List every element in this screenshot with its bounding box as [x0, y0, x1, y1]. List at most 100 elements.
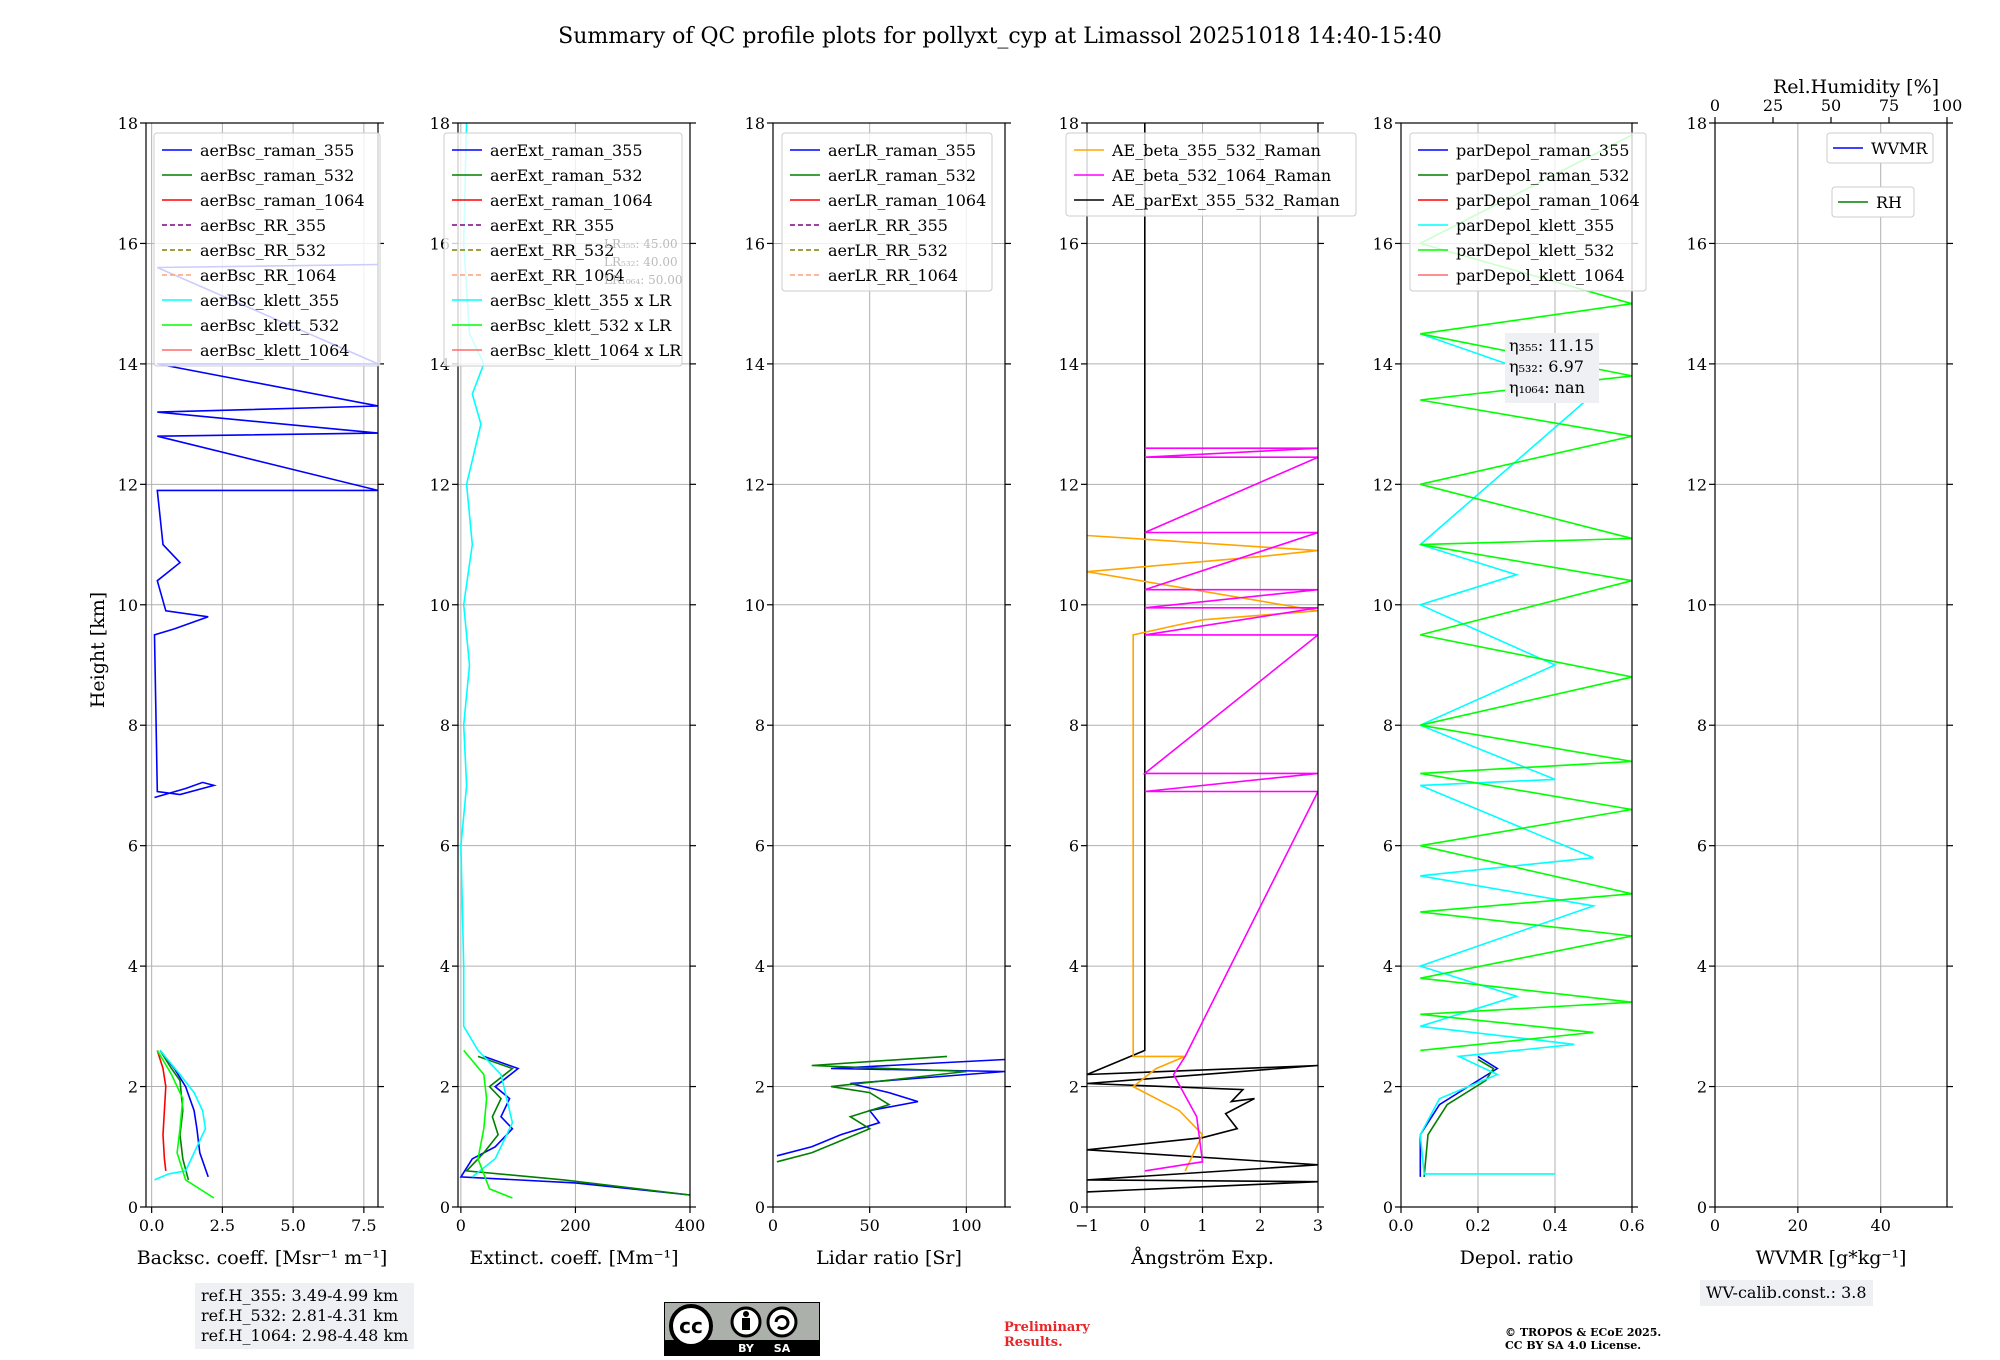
legend-wv: WVMR RH — [1826, 132, 1934, 218]
x-axis-label-bsc: Backsc. coeff. [Msr⁻¹ m⁻¹] — [137, 1247, 388, 1269]
ytick-label-bsc-4: 8 — [128, 716, 138, 735]
ytick-label-bsc-2: 4 — [128, 957, 138, 976]
series-line-ext-2 — [460, 123, 514, 1178]
xtick-label-bsc-2: 5.0 — [280, 1216, 305, 1235]
xtick-label-depol-2: 0.4 — [1542, 1216, 1567, 1235]
ytick-label-lr-3: 6 — [755, 837, 765, 856]
ytick-label-ae-4: 8 — [1069, 716, 1079, 735]
note-depol-2: η₁₀₆₄: nan — [1509, 378, 1585, 397]
legend-label-depol-1: parDepol_raman_532 — [1456, 166, 1629, 185]
legend-box-lr — [781, 132, 993, 292]
note-ext-0: LR₃₅₅: 45.00 — [604, 237, 678, 251]
ytick-label-depol-7: 14 — [1373, 355, 1393, 374]
ytick-label-ae-7: 14 — [1059, 355, 1079, 374]
ytick-label-ae-6: 12 — [1059, 475, 1079, 494]
ytick-label-ext-4: 8 — [440, 716, 450, 735]
panel-depol: 0 2 4 6 8 10 12 14 16 18 0.0 0.2 0.4 0.6 Depol. ratio p… — [1373, 114, 1647, 1269]
x-axis-label-ae: Ångström Exp. — [1130, 1247, 1274, 1269]
ytick-label-lr-8: 16 — [745, 234, 765, 253]
axes-frame-lr — [772, 122, 1006, 1208]
ytick-label-depol-9: 18 — [1373, 114, 1393, 133]
ytick-label-wv-5: 10 — [1687, 596, 1707, 615]
series-group-bsc — [153, 263, 378, 1199]
legend-label-ext-4: aerExt_RR_532 — [490, 241, 614, 260]
legend-label-lr-2: aerLR_raman_1064 — [828, 191, 986, 210]
series-group-ext — [459, 123, 690, 1199]
cc-by-label: BY — [738, 1342, 755, 1355]
legend-label-depol-4: parDepol_klett_532 — [1456, 241, 1614, 260]
series-line-bsc-3 — [154, 1049, 207, 1181]
series-line-bsc-1 — [159, 1049, 190, 1181]
ytick-label-lr-0: 0 — [755, 1198, 765, 1217]
ytick-label-ae-2: 4 — [1069, 957, 1079, 976]
legend-label-bsc-0: aerBsc_raman_355 — [200, 141, 354, 160]
note-box-depol — [1505, 333, 1599, 403]
legend-label-ae-0: AE_beta_355_532_Raman — [1111, 141, 1321, 160]
legend-label-ext-2: aerExt_raman_1064 — [490, 191, 653, 210]
axes-frame-ext — [457, 122, 691, 1208]
legend-label-bsc-5: aerBsc_RR_1064 — [200, 266, 336, 285]
ytick-label-bsc-7: 14 — [118, 355, 138, 374]
legend-box-ae — [1065, 132, 1357, 217]
panel-lr: 0 2 4 6 8 10 12 14 16 18 0 50 100 Lidar ratio [Sr] aer… — [745, 114, 1011, 1269]
note-depol-1: η₅₃₂: 6.97 — [1509, 357, 1584, 376]
ytick-label-ae-8: 16 — [1059, 234, 1079, 253]
series-line-ae-2 — [1142, 447, 1318, 1172]
ytick-label-lr-4: 8 — [755, 716, 765, 735]
legend-label-lr-3: aerLR_RR_355 — [828, 216, 948, 235]
legend-label-depol-2: parDepol_raman_1064 — [1456, 191, 1640, 210]
ytick-label-wv-6: 12 — [1687, 475, 1707, 494]
legend-label-bsc-6: aerBsc_klett_355 — [200, 291, 339, 310]
ytick-label-depol-1: 2 — [1383, 1078, 1393, 1097]
ytick-label-depol-3: 6 — [1383, 837, 1393, 856]
legend-label-ext-6: aerBsc_klett_355 x LR — [490, 291, 672, 310]
ytick-label-ext-6: 12 — [430, 475, 450, 494]
ytick-label-ae-0: 0 — [1069, 1198, 1079, 1217]
legend-box-bsc — [153, 132, 381, 367]
ref-height-355: ref.H_355: 3.49-4.99 km — [201, 1286, 399, 1305]
xtick-label-ae-0: −1 — [1075, 1216, 1099, 1235]
xtick-label-wv-1: 20 — [1788, 1216, 1808, 1235]
ytick-label-ext-9: 18 — [430, 114, 450, 133]
legend-label-lr-5: aerLR_RR_1064 — [828, 266, 958, 285]
ytick-label-bsc-0: 0 — [128, 1198, 138, 1217]
xtick-label-ae-3: 2 — [1255, 1216, 1265, 1235]
series-line-depol-1 — [1423, 1058, 1495, 1177]
ytick-label-depol-0: 0 — [1383, 1198, 1393, 1217]
xtick-label-ae-2: 1 — [1197, 1216, 1207, 1235]
panel-bsc: 0 2 4 6 8 10 12 14 16 18 0.0 2.5 5.0 7.5 Backsc. coeff… — [118, 114, 388, 1269]
ytick-label-ext-5: 10 — [430, 596, 450, 615]
legend-label-lr-0: aerLR_raman_355 — [828, 141, 976, 160]
ytick-label-depol-4: 8 — [1383, 716, 1393, 735]
legend-box-wv-1 — [1831, 186, 1915, 218]
ytick-label-wv-2: 4 — [1697, 957, 1707, 976]
ytick-label-lr-6: 12 — [745, 475, 765, 494]
legend-label-ext-1: aerExt_raman_532 — [490, 166, 643, 185]
ytick-label-wv-8: 16 — [1687, 234, 1707, 253]
ytick-label-lr-1: 2 — [755, 1078, 765, 1097]
legend-bsc: aerBsc_raman_355 aerBsc_raman_532 aerBsc_r… — [153, 132, 381, 367]
legend-depol: parDepol_raman_355 parDepol_raman_532 parD… — [1409, 132, 1647, 292]
xtick-label-ext-0: 0 — [456, 1216, 466, 1235]
legend-label-lr-4: aerLR_RR_532 — [828, 241, 948, 260]
xtick-label-bsc-0: 0.0 — [139, 1216, 164, 1235]
xtick-label-wv-2: 40 — [1871, 1216, 1891, 1235]
ytick-label-bsc-8: 16 — [118, 234, 138, 253]
axes-frame-depol — [1400, 122, 1633, 1208]
ytick-label-wv-4: 8 — [1697, 716, 1707, 735]
copyright-line-1: © TROPOS & ECoE 2025. — [1505, 1326, 1662, 1339]
svg-text:cc: cc — [679, 1314, 703, 1338]
xtick-label-lr-2: 100 — [951, 1216, 982, 1235]
ytick-label-ae-5: 10 — [1059, 596, 1079, 615]
xtick-label-bsc-3: 7.5 — [351, 1216, 376, 1235]
ytick-label-wv-7: 14 — [1687, 355, 1707, 374]
series-line-bsc-0 — [159, 1049, 209, 1178]
ytick-label-bsc-5: 10 — [118, 596, 138, 615]
note-depol-0: η₃₅₅: 11.15 — [1509, 336, 1594, 355]
ytick-label-ae-1: 2 — [1069, 1078, 1079, 1097]
ytick-label-bsc-6: 12 — [118, 475, 138, 494]
xtick-label-ae-1: 0 — [1140, 1216, 1150, 1235]
xtick-label-bsc-1: 2.5 — [210, 1216, 235, 1235]
